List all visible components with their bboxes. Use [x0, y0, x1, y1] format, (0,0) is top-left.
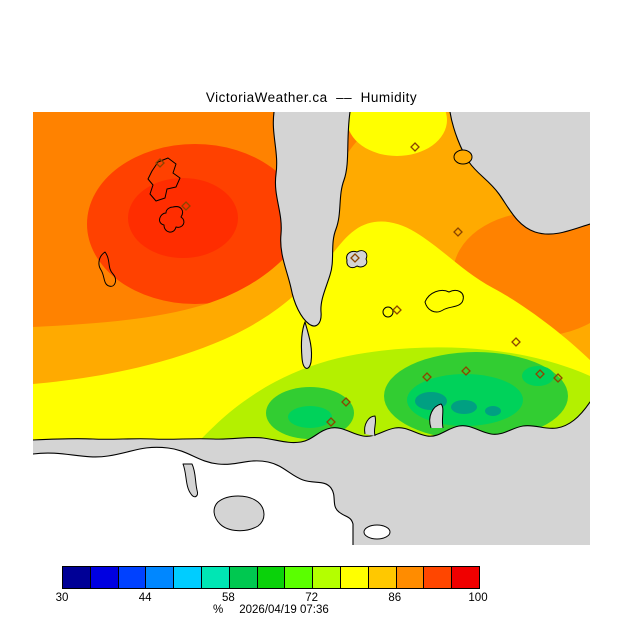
colorbar-segment	[174, 567, 202, 588]
colorbar-segment	[257, 567, 286, 588]
colorbar-segment	[146, 567, 175, 588]
humidity-map	[33, 112, 590, 545]
station-marker	[410, 142, 420, 152]
inlet-coastline	[272, 112, 351, 327]
lake-outline-1	[147, 157, 181, 202]
land-inner-bay	[214, 496, 264, 531]
white-landmass-coast	[33, 446, 354, 545]
colorbar-tick-label: 72	[305, 592, 318, 604]
unit-label: %	[213, 604, 224, 616]
small-pond-coast	[346, 250, 368, 269]
small-pond	[346, 250, 367, 268]
colorbar-segment	[396, 567, 425, 588]
offshore-island-coast	[453, 149, 473, 165]
station-marker	[535, 369, 545, 379]
contour-teal-spot-2	[451, 400, 477, 414]
contour-red-core	[128, 178, 238, 258]
colorbar-segment	[368, 567, 397, 588]
colorbar-segment	[63, 567, 91, 588]
contour-yellow-north-pocket	[347, 112, 447, 156]
contour-brightgreen-west	[288, 406, 332, 428]
colorbar-segment	[452, 567, 479, 588]
inlet-south-arm	[301, 322, 312, 369]
inland-lakes	[98, 157, 464, 318]
colorbar-segment	[90, 567, 119, 588]
station-marker	[326, 417, 336, 427]
datetime-label: 2026/04/19 07:36	[239, 604, 329, 616]
land-inner-bay-coast	[213, 495, 265, 532]
colorbar-segment	[313, 567, 341, 588]
humidity-contour-map	[33, 112, 590, 545]
tiny-lake-outline	[382, 306, 394, 318]
lake-outline-3	[98, 251, 117, 287]
station-marker	[392, 305, 402, 315]
land-channel-coast	[182, 463, 198, 498]
station-marker	[453, 227, 463, 237]
nodata-land	[33, 446, 391, 545]
station-markers	[155, 142, 563, 427]
land-channel	[183, 464, 198, 497]
station-marker	[350, 253, 360, 263]
station-marker	[181, 201, 191, 211]
colorbar-segment	[201, 567, 230, 588]
station-marker	[341, 397, 351, 407]
white-island	[364, 525, 390, 539]
lake-outline-2	[159, 206, 185, 233]
harbour-inlet-2-coast	[364, 415, 377, 437]
colorbar	[62, 566, 480, 589]
colorbar-tick-label: 30	[55, 592, 69, 604]
legend-caption: % 2026/04/19 07:36	[213, 604, 329, 616]
colorbar-ticks: 30 44 58 72 86 100	[56, 592, 488, 606]
station-marker	[553, 373, 563, 383]
lake-outline-4	[424, 289, 464, 313]
inlet-water	[273, 112, 350, 326]
contour-teal-spot-3	[485, 406, 501, 416]
harbour-inlet-1-coast	[429, 403, 444, 429]
colorbar-segment	[340, 567, 369, 588]
station-marker	[422, 372, 432, 382]
page-title: VictoriaWeather.ca –– Humidity	[205, 90, 418, 105]
colorbar-segment	[424, 567, 453, 588]
colorbar-tick-label: 58	[221, 592, 235, 604]
station-marker	[461, 366, 471, 376]
colorbar-tick-label: 86	[388, 592, 402, 604]
strait-northeast-water	[431, 112, 590, 235]
colorbar-tick-label: 100	[468, 592, 488, 604]
colorbar-segment	[229, 567, 258, 588]
station-marker	[511, 337, 521, 347]
offshore-island	[454, 150, 472, 164]
colorbar-tick-label: 44	[138, 592, 152, 604]
colorbar-segment	[118, 567, 147, 588]
station-marker	[155, 158, 165, 168]
colorbar-segment	[285, 567, 314, 588]
white-island-coast	[363, 524, 391, 540]
south-coastline	[33, 401, 590, 444]
inlet-south-arm-coast	[300, 321, 313, 369]
